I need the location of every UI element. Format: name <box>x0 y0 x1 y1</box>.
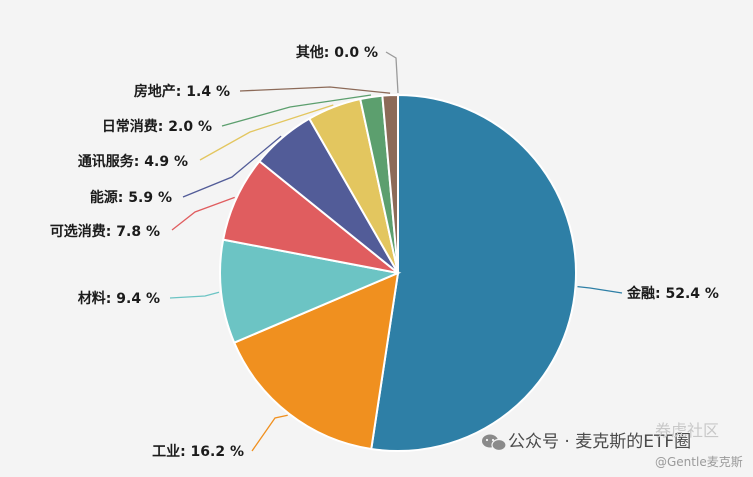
slice-label: 金融: 52.4 % <box>626 285 719 302</box>
leader-line <box>169 291 220 299</box>
watermark: 公众号 · 麦克斯的ETF圈 券虎社区 @Gentle麦克斯 <box>482 421 743 469</box>
pie-slice <box>381 93 399 274</box>
watermark-account: 公众号 · 麦克斯的ETF圈 <box>508 432 691 452</box>
watermark-community: 券虎社区 <box>655 421 719 440</box>
watermark-handle: @Gentle麦克斯 <box>655 455 743 469</box>
pie-slice <box>370 93 577 452</box>
leader-line <box>182 135 282 198</box>
slice-label: 材料: 9.4 % <box>78 290 160 307</box>
slice-label: 工业: 16.2 % <box>152 444 244 460</box>
leader-line <box>199 104 334 161</box>
leader-line <box>385 51 399 94</box>
leader-line <box>251 414 288 452</box>
slice-label: 其他: 0.0 % <box>296 44 378 61</box>
slice-label: 能源: 5.9 % <box>90 189 172 206</box>
leader-line <box>171 196 235 231</box>
slice-label: 房地产: 1.4 % <box>134 83 230 100</box>
pie-slices <box>219 93 577 452</box>
leader-line <box>577 285 623 294</box>
slice-labels: 金融: 52.4 % 工业: 16.2 % 材料: 9.4 % 可选消费: 7.8 %… <box>50 44 719 460</box>
pie-slice <box>232 271 400 451</box>
slice-label: 通讯服务: 4.9 % <box>78 153 188 170</box>
slice-label: 可选消费: 7.8 % <box>50 223 160 240</box>
slice-label: 日常消费: 2.0 % <box>102 118 212 135</box>
leader-lines <box>169 51 623 452</box>
wechat-icon <box>482 434 507 452</box>
leader-line <box>221 94 372 127</box>
leader-line <box>239 86 391 94</box>
